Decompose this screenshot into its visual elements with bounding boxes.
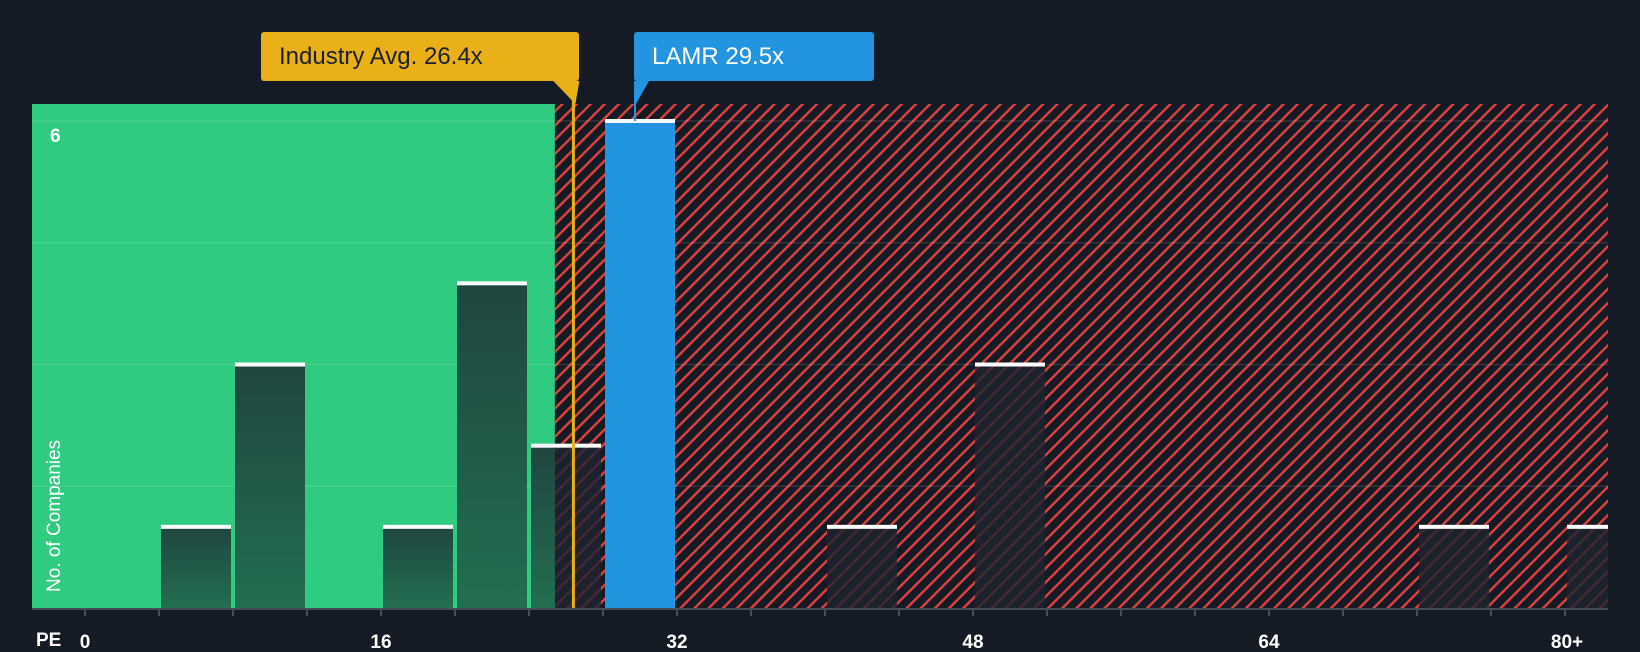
x-axis: 0 16 32 48 64 80+ (32, 608, 1608, 650)
bar-top-cap (975, 362, 1045, 367)
industry-average-callout: Industry Avg. 26.4x (261, 32, 579, 81)
industry-callout-pointer (553, 81, 580, 104)
x-tick-label: 64 (1258, 632, 1280, 650)
company-callout-pointer (635, 81, 649, 104)
x-tick-label: 48 (962, 632, 983, 650)
histogram-bar (975, 364, 1045, 608)
histogram-bar-green-part (531, 445, 555, 608)
valuation-zones (32, 104, 1608, 608)
bar-top-cap (827, 524, 897, 529)
company-pe-label: LAMR 29.5x (652, 43, 785, 70)
histogram-bar (457, 283, 527, 608)
histogram-bars (161, 119, 1608, 608)
histogram-bar (235, 364, 305, 608)
histogram-bar (1419, 526, 1489, 608)
marker-lines (553, 81, 649, 608)
histogram-bar (383, 526, 453, 608)
histogram-bar (161, 526, 231, 608)
company-pe-callout: LAMR 29.5x (634, 32, 874, 81)
bar-top-cap (457, 281, 527, 286)
histogram-bar (827, 526, 897, 608)
x-tick-label: 0 (80, 632, 91, 650)
y-axis-top-label: 6 (50, 126, 61, 147)
histogram-bar (1567, 526, 1608, 608)
x-tick-label: 80+ (1551, 632, 1583, 650)
industry-average-label: Industry Avg. 26.4x (279, 43, 483, 70)
y-axis-title: No. of Companies (44, 439, 65, 592)
bar-top-cap (235, 362, 305, 367)
company-bar (605, 121, 675, 608)
bar-top-cap (531, 443, 601, 448)
bar-top-cap (161, 524, 231, 529)
bar-top-cap (383, 524, 453, 529)
x-axis-title: PE (36, 630, 62, 651)
bar-top-cap (605, 119, 675, 123)
x-tick-label: 16 (370, 632, 391, 650)
overvalued-zone (554, 104, 1608, 608)
x-tick-label: 32 (666, 632, 687, 650)
bar-top-cap (1419, 524, 1489, 529)
bar-top-cap (1567, 524, 1608, 529)
